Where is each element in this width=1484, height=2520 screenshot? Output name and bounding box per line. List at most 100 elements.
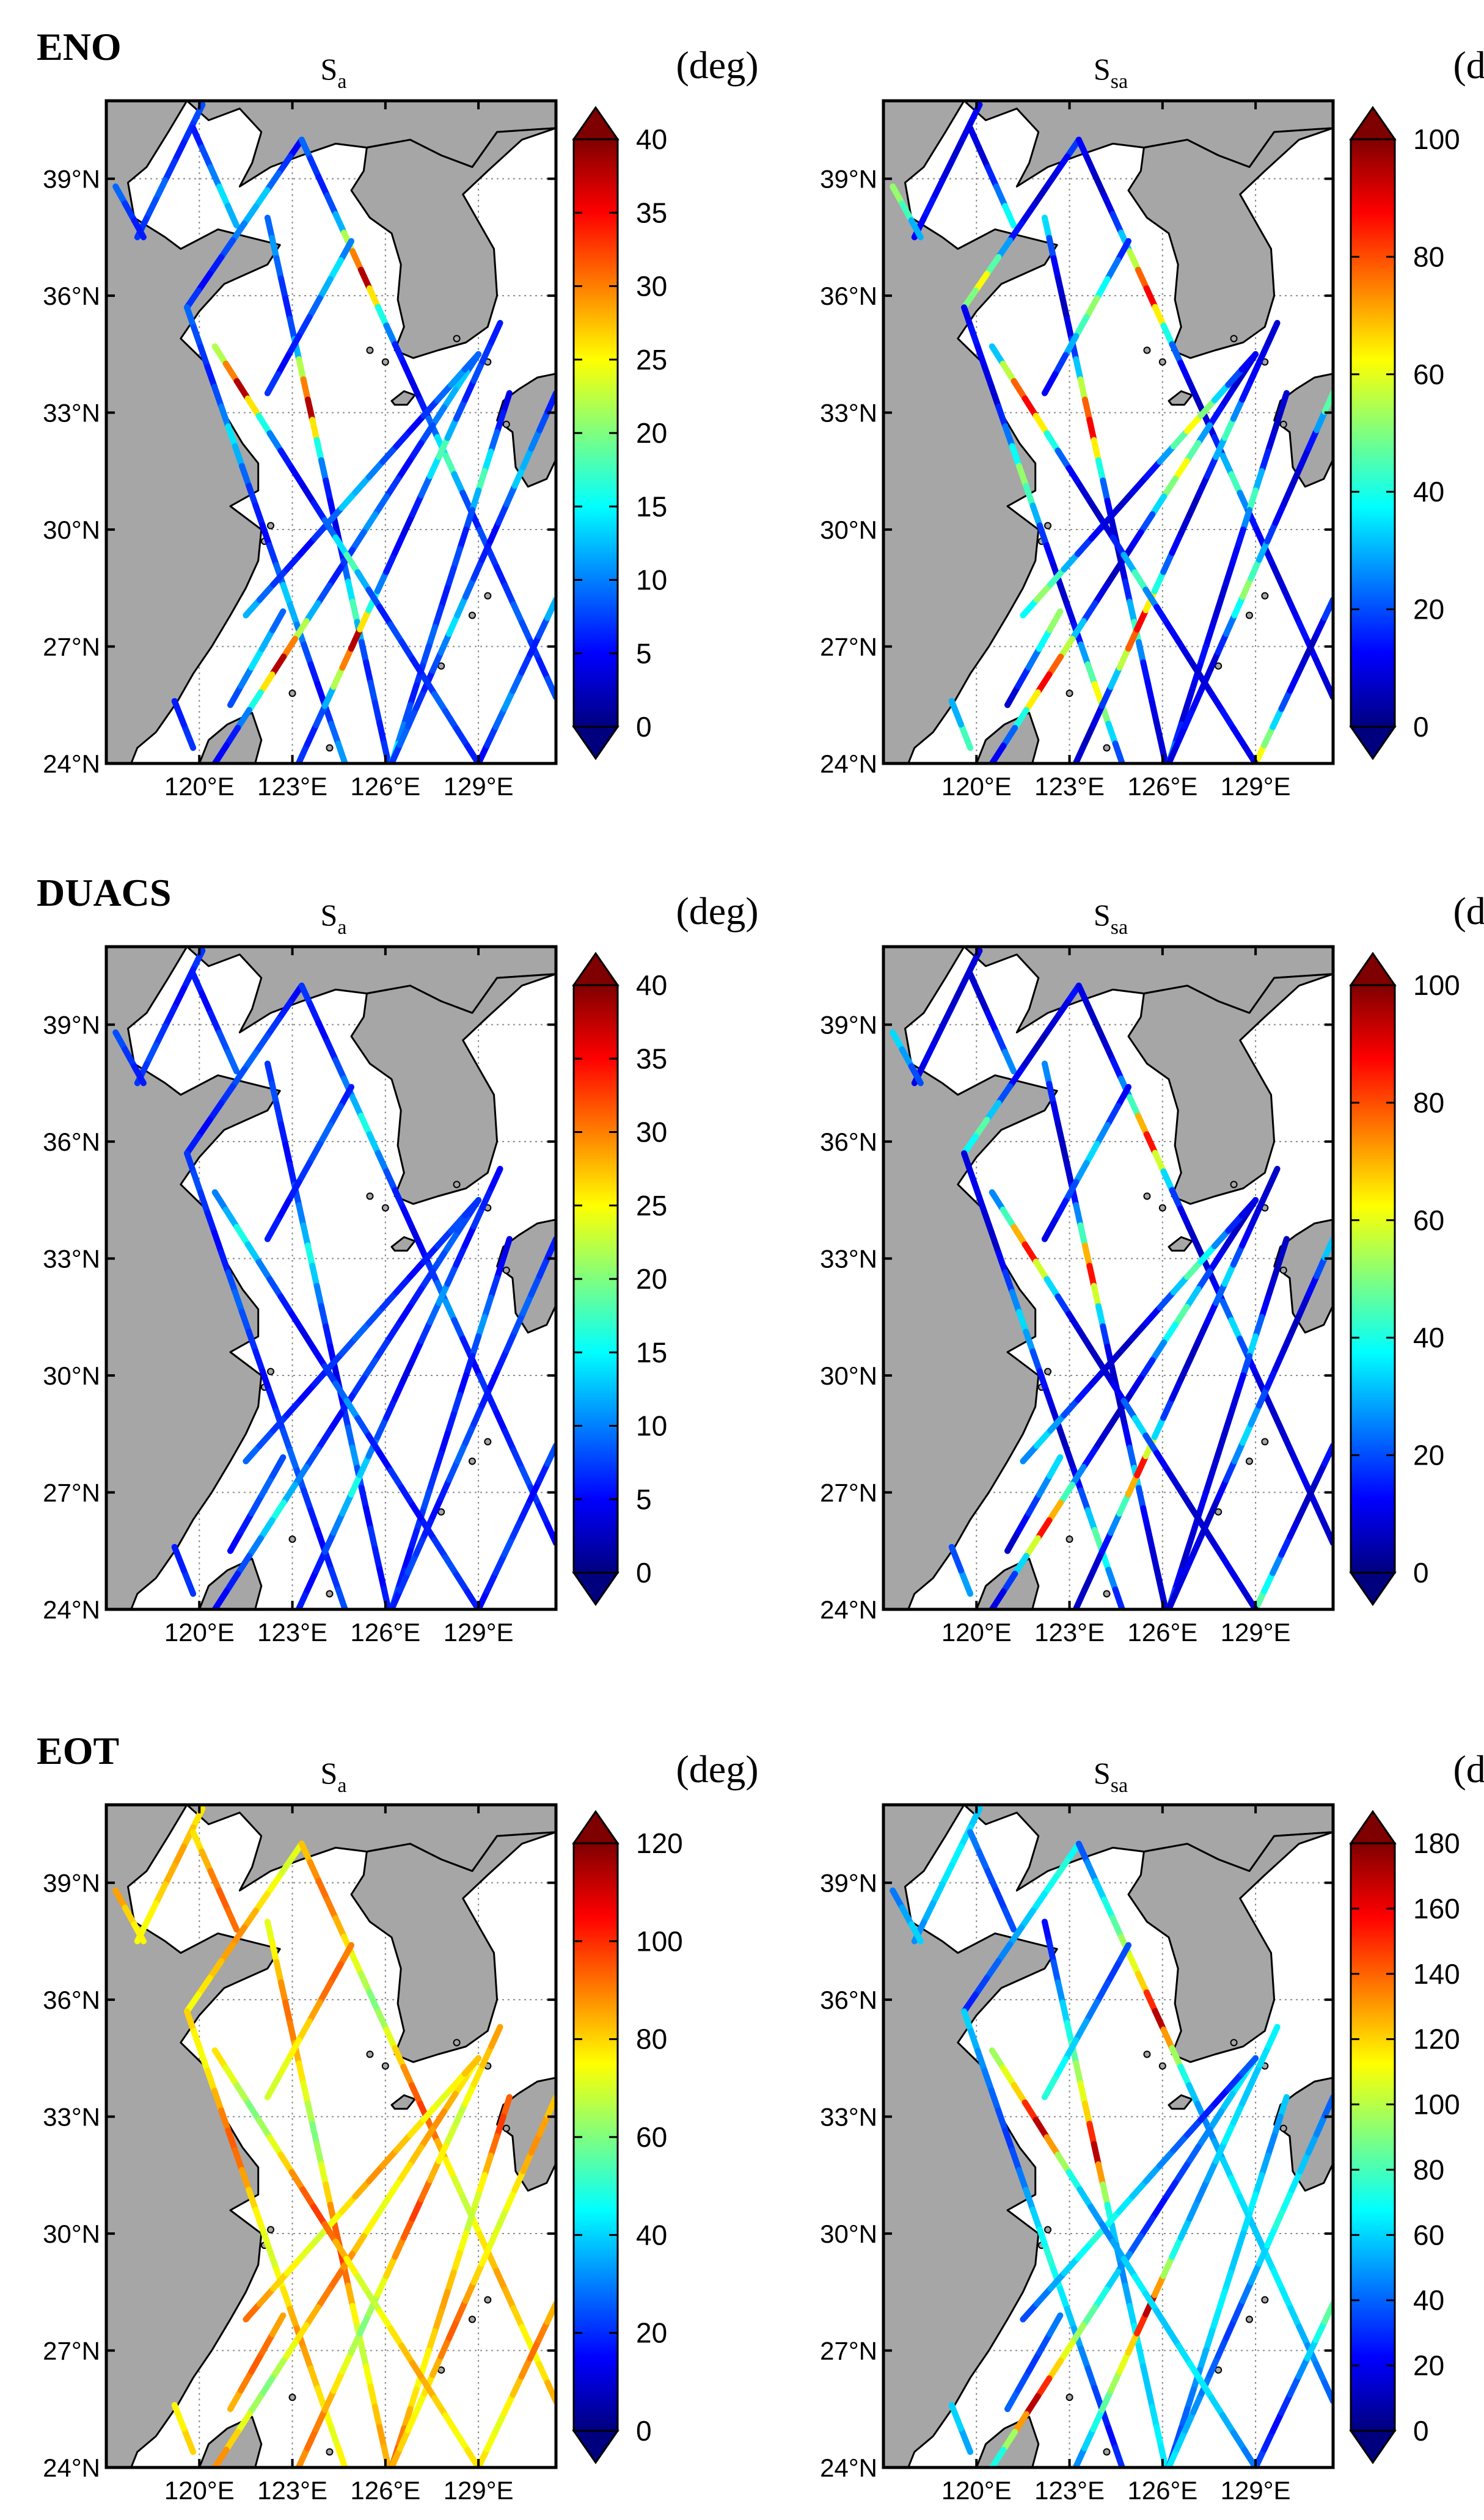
track-segment (1169, 1376, 1184, 1402)
track-segment (1151, 569, 1167, 594)
track-segment (372, 1339, 390, 1364)
track-segment (995, 403, 1009, 430)
track-segment (939, 158, 955, 184)
track-segment (366, 458, 386, 481)
track-segment (307, 1859, 322, 1884)
track-segment (1084, 2365, 1098, 2392)
track-segment (1256, 2043, 1272, 2069)
track-segment (1175, 638, 1193, 663)
track-segment (1131, 2273, 1149, 2297)
track-segment (1104, 1961, 1121, 1986)
track-segment (518, 651, 533, 676)
land-island (366, 1192, 374, 1200)
track-segment (1234, 526, 1246, 552)
track-segment (437, 630, 453, 656)
track-segment (1166, 1587, 1180, 1609)
lat-tick-label: 30°N (820, 1361, 877, 1390)
track-segment (478, 2242, 494, 2267)
track-segment (195, 1975, 213, 1998)
lat-tick-label: 30°N (43, 1361, 100, 1390)
track-segment (1095, 2161, 1106, 2188)
track-segment (376, 2423, 387, 2450)
land-island (1065, 690, 1073, 697)
track-segment (1086, 417, 1097, 443)
track-segment (1012, 2411, 1029, 2435)
track-segment (420, 2377, 438, 2402)
track-segment (1025, 646, 1042, 671)
track-segment (510, 1515, 525, 1540)
colorbar-tick-label: 0 (636, 2415, 652, 2447)
track-segment (328, 1567, 342, 1593)
track-segment (481, 1294, 494, 1320)
track-segment (1073, 2060, 1084, 2087)
track-segment (502, 2287, 517, 2312)
lon-tick-label: 123°E (257, 1618, 327, 1647)
track-segment (462, 1223, 477, 1249)
track-segment (456, 2230, 469, 2256)
track-segment (1109, 2238, 1127, 2262)
track-segment (1278, 687, 1293, 712)
track-segment (349, 1444, 360, 1471)
track-segment (1246, 487, 1259, 514)
track-segment (269, 1454, 287, 1479)
track-segment (190, 125, 205, 151)
track-segment (493, 564, 508, 589)
track-segment (1230, 1571, 1248, 1595)
track-segment (296, 1160, 313, 1185)
track-segment (383, 2254, 398, 2279)
track-segment (216, 1029, 231, 1055)
track-segment (418, 1268, 436, 1292)
track-segment (494, 2113, 506, 2139)
track-segment (1221, 2119, 1237, 2145)
track-segment (1055, 2151, 1072, 2176)
track-segment (1101, 192, 1116, 217)
altimeter-tracks (890, 1805, 1333, 2467)
track-segment (358, 639, 370, 666)
lon-tick-label: 120°E (164, 2476, 235, 2505)
land-island (502, 420, 510, 428)
colorbar-tick-label: 20 (1413, 594, 1444, 625)
track-segment (492, 2409, 508, 2434)
track-segment (426, 1300, 442, 1325)
track-segment (397, 723, 411, 748)
track-segment (222, 1206, 240, 1230)
track-segment (211, 1229, 225, 1256)
track-segment (1227, 2250, 1240, 2276)
track-segment (1149, 2403, 1160, 2430)
track-segment (273, 1101, 284, 1127)
track-segment (303, 1446, 321, 1470)
track-segment (1197, 397, 1218, 419)
track-segment (1094, 1980, 1111, 2006)
track-segment (503, 2187, 518, 2212)
track-segment (993, 1887, 1008, 1914)
track-segment (1287, 1515, 1302, 1540)
lat-tick-label: 30°N (820, 2220, 877, 2248)
track-segment (218, 237, 236, 260)
track-segment (1046, 1499, 1064, 1524)
track-segment (1238, 1196, 1259, 1218)
track-segment (292, 2322, 310, 2346)
track-segment (1270, 2409, 1285, 2434)
track-segment (218, 2107, 232, 2134)
track-segment (1052, 1198, 1069, 1223)
track-segment (376, 719, 387, 746)
track-segment (461, 351, 482, 373)
track-segment (384, 1321, 401, 1346)
track-segment (1221, 565, 1234, 591)
lat-tick-label: 27°N (820, 1479, 877, 1507)
track-segment (1262, 545, 1277, 570)
track-segment (264, 1217, 282, 1242)
track-segment (1116, 2193, 1136, 2215)
track-segment (1149, 1545, 1160, 1572)
track-segment (244, 2099, 262, 2123)
track-segment (315, 1428, 333, 1452)
track-segment (354, 2273, 372, 2297)
track-segment (112, 1887, 128, 1911)
track-segment (1041, 1060, 1053, 1087)
track-segment (1081, 1568, 1097, 1593)
track-segment (225, 423, 238, 450)
track-segment (454, 1440, 469, 1465)
